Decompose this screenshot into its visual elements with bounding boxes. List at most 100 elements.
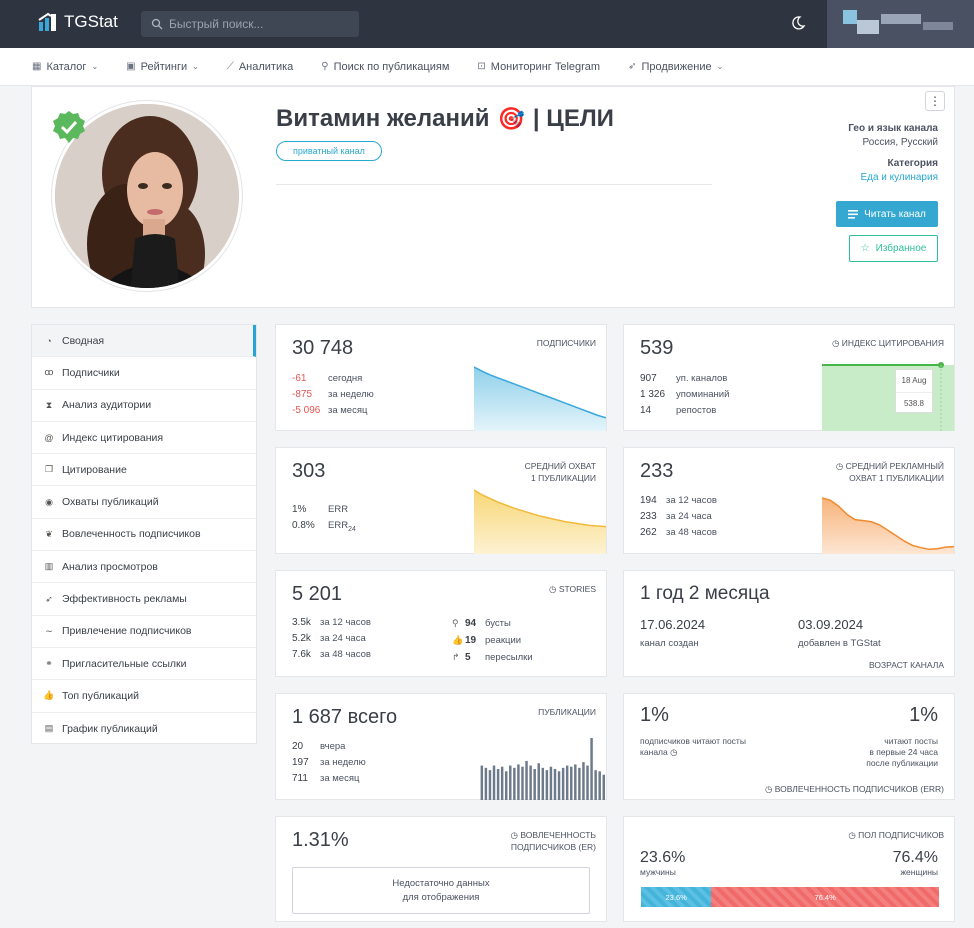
publications-row: 197 за неделю bbox=[292, 757, 366, 768]
publications-bar-chart bbox=[480, 738, 605, 800]
rocket-icon: ➶ bbox=[628, 61, 637, 72]
gender-bar-male: 23.6% bbox=[641, 887, 712, 907]
favorite-button[interactable]: ☆ Избранное bbox=[849, 235, 938, 262]
nav-item-label: Мониторинг Telegram bbox=[490, 60, 601, 73]
female-label: женщины bbox=[900, 867, 938, 877]
sidebar-item-label: Топ публикаций bbox=[62, 689, 140, 702]
publications-value: 1 687 всего bbox=[292, 706, 398, 728]
nav-item-3[interactable]: ⚲ Поиск по публикациям bbox=[321, 61, 449, 73]
reach-value: 303 bbox=[292, 460, 326, 482]
more-menu-button[interactable]: ⋮ bbox=[925, 91, 945, 111]
engagement-icon: ❦ bbox=[45, 528, 53, 539]
nav-item-0[interactable]: ▦ Каталог ⌄ bbox=[32, 61, 98, 73]
star-icon: ☆ bbox=[860, 243, 870, 254]
citation-card[interactable]: 539 ◷ индекс цитирования 907 уп. каналов … bbox=[623, 324, 955, 431]
dashboard-icon: ◔ bbox=[46, 335, 52, 346]
stories-card[interactable]: 5 201 ◷ stories 3.5k за 12 часов 5.2k за 2… bbox=[275, 570, 607, 677]
err-left-value: 1% bbox=[640, 704, 669, 726]
sidebar-item-10[interactable]: ⚭ Пригласительные ссылки bbox=[32, 648, 256, 681]
publication-bar bbox=[578, 767, 581, 800]
at-icon: @ bbox=[44, 432, 54, 443]
publication-bar bbox=[484, 767, 488, 800]
sidebar-item-1[interactable]: ꝏ Подписчики bbox=[32, 357, 256, 390]
favorite-label: Избранное bbox=[875, 243, 927, 254]
subscribers-rows: -61 сегодня -875 за неделю -5 096 за месяц bbox=[292, 371, 374, 419]
top-bar: TGStat Быстрый поиск... bbox=[0, 0, 974, 48]
moon-icon[interactable] bbox=[790, 15, 806, 31]
gender-bar-female: 76.4% bbox=[711, 887, 939, 907]
nav-item-2[interactable]: ⟋ Аналитика bbox=[227, 61, 293, 73]
publication-bar bbox=[602, 774, 605, 800]
sidebar-item-3[interactable]: @ Индекс цитирования bbox=[32, 422, 256, 455]
info-icon: ◷ bbox=[848, 830, 859, 840]
sidebar-item-label: Эффективность рекламы bbox=[62, 593, 187, 606]
stories-left-rows: 3.5k за 12 часов 5.2k за 24 часа 7.6k за 48… bbox=[292, 615, 371, 663]
category-link[interactable]: Еда и кулинария bbox=[860, 172, 938, 183]
reach-card[interactable]: 303 средний охват 1 публикации 1% ERR 0.8%… bbox=[275, 447, 607, 554]
user-avatar[interactable] bbox=[827, 0, 974, 48]
brand-name: TGStat bbox=[64, 12, 118, 31]
ad-reach-sparkline bbox=[822, 497, 954, 554]
publication-bar bbox=[525, 760, 528, 800]
sidebar-item-2[interactable]: ⧗ Анализ аудитории bbox=[32, 390, 256, 422]
gender-card[interactable]: ◷ пол подписчиков 23.6% мужчины 76.4% же… bbox=[623, 816, 955, 922]
publication-bar bbox=[545, 770, 549, 800]
nav-item-4[interactable]: ⊡ Мониторинг Telegram bbox=[477, 61, 600, 73]
er-card[interactable]: 1.31% ◷ вовлеченность подписчиков (er) Не… bbox=[275, 816, 607, 922]
subscribers-row: -875 за неделю bbox=[292, 389, 374, 400]
publication-bar bbox=[513, 767, 516, 800]
reach-row: 1% ERR bbox=[292, 504, 349, 515]
sidebar-item-11[interactable]: 👍 Топ публикаций bbox=[32, 680, 256, 713]
logo[interactable]: TGStat bbox=[38, 12, 118, 32]
verified-icon bbox=[53, 111, 85, 143]
sidebar-item-7[interactable]: ▥ Анализ просмотров bbox=[32, 551, 256, 584]
read-channel-button[interactable]: Читать канал bbox=[836, 201, 938, 227]
search-input[interactable]: Быстрый поиск... bbox=[141, 11, 359, 37]
info-icon: ◷ bbox=[835, 461, 846, 471]
citation-value: 539 bbox=[640, 337, 674, 359]
male-label: мужчины bbox=[640, 867, 676, 877]
nav-item-1[interactable]: ▣ Рейтинги ⌄ bbox=[126, 61, 199, 73]
channel-profile: Витамин желаний 🎯 | ЦЕЛИ приватный канал… bbox=[31, 86, 955, 308]
ad-reach-row: 233 за 24 часа bbox=[640, 511, 712, 522]
tooltip-date: 18 Aug bbox=[896, 370, 932, 393]
search-icon: ⚲ bbox=[321, 61, 329, 72]
ad-reach-value: 233 bbox=[640, 460, 674, 482]
subscribers-card[interactable]: 30 748 подписчики -61 сегодня -875 за неде… bbox=[275, 324, 607, 431]
sidebar-item-8[interactable]: ➶ Эффективность рекламы bbox=[32, 583, 256, 616]
ad-reach-label: ◷ средний рекламный охват 1 публикации bbox=[835, 461, 944, 483]
sidebar-item-5[interactable]: ◉ Охваты публикаций bbox=[32, 486, 256, 519]
sidebar-item-label: Подписчики bbox=[62, 366, 120, 379]
rating-icon: ▣ bbox=[126, 61, 136, 72]
citation-row: 1 326 упоминаний bbox=[640, 389, 730, 400]
publication-bar bbox=[504, 771, 508, 800]
publication-bar bbox=[488, 770, 492, 800]
reach-rows: 1% ERR 0.8% ERR24 bbox=[292, 502, 356, 538]
sidebar-item-12[interactable]: ▤ График публикаций bbox=[32, 713, 256, 745]
channel-age-card[interactable]: 1 год 2 месяца 17.06.2024 канал создан 0… bbox=[623, 570, 955, 677]
er-empty-box: Недостаточно данных для отображения bbox=[292, 867, 590, 914]
geo-label: Гео и язык канала bbox=[848, 123, 938, 134]
sidebar-item-0[interactable]: ◔ Сводная bbox=[32, 325, 256, 358]
sidebar-item-6[interactable]: ❦ Вовлеченность подписчиков bbox=[32, 519, 256, 552]
ad-reach-card[interactable]: 233 ◷ средний рекламный охват 1 публикаци… bbox=[623, 447, 955, 554]
sparkline-line bbox=[474, 366, 606, 419]
sidebar-item-4[interactable]: ❐ Цитирование bbox=[32, 454, 256, 487]
stories-label: ◷ stories bbox=[549, 584, 596, 594]
publications-card[interactable]: 1 687 всего публикации 20 вчера 197 за нед… bbox=[275, 693, 607, 800]
info-icon: ◷ bbox=[549, 584, 559, 594]
thumbs-up-icon: 👍 bbox=[43, 690, 55, 701]
sidebar-item-label: График публикаций bbox=[62, 722, 158, 735]
nav-item-5[interactable]: ➶ Продвижение ⌄ bbox=[628, 61, 723, 73]
thumbs-up-icon: 👍 bbox=[452, 635, 464, 645]
stories-right-rows: ⚲ 94 бусты 👍 19 реакции ↱ 5 пересылки bbox=[452, 615, 533, 666]
publications-row: 711 за месяц bbox=[292, 773, 360, 784]
ad-reach-row: 194 за 12 часов bbox=[640, 495, 717, 506]
sidebar-item-9[interactable]: ∼ Привлечение подписчиков bbox=[32, 616, 256, 648]
stories-value: 5 201 bbox=[292, 583, 343, 605]
err-card[interactable]: 1% подписчиков читают посты канала ◷ 1% ч… bbox=[623, 693, 955, 800]
subscribers-row: -5 096 за месяц bbox=[292, 405, 368, 416]
er-label: ◷ вовлеченность подписчиков (er) bbox=[510, 830, 596, 852]
female-value: 76.4% bbox=[892, 849, 938, 866]
reach-row: 0.8% ERR24 bbox=[292, 520, 356, 533]
